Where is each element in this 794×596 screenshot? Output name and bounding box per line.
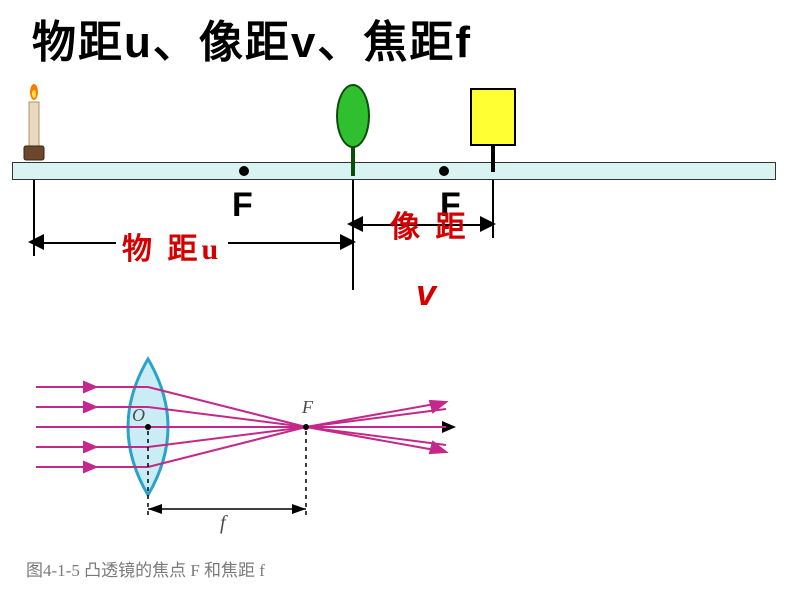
ray-group bbox=[36, 382, 446, 472]
optical-center-dot bbox=[145, 424, 151, 430]
label-O: O bbox=[132, 405, 145, 425]
arrowhead-icon bbox=[340, 234, 360, 250]
arrowhead-icon bbox=[292, 504, 306, 514]
arrowhead-icon bbox=[347, 216, 367, 232]
arrowhead-icon bbox=[148, 504, 162, 514]
optical-bench bbox=[12, 162, 776, 180]
image-distance-label: 像 距 bbox=[390, 202, 470, 246]
convex-lens bbox=[336, 84, 370, 148]
label-f: f bbox=[220, 512, 228, 534]
focal-point-right bbox=[439, 166, 449, 176]
candle-object bbox=[20, 84, 48, 162]
page-title: 物距u、像距v、焦距f bbox=[32, 6, 472, 70]
focal-point-left bbox=[239, 166, 249, 176]
image-screen bbox=[470, 88, 516, 146]
focal-point-dot bbox=[303, 424, 309, 430]
focal-length-figure: O F f bbox=[36, 322, 456, 552]
figure-caption: 图4-1-5 凸透镜的焦点 F 和焦距 f bbox=[26, 556, 265, 581]
optical-bench-diagram: F F 物 距u 像 距 v bbox=[0, 76, 794, 296]
image-distance-symbol: v bbox=[416, 272, 436, 314]
focal-label-left: F bbox=[232, 186, 253, 225]
object-distance-label: 物 距u bbox=[116, 224, 228, 268]
arrowhead-icon bbox=[480, 216, 500, 232]
arrowhead-icon bbox=[28, 234, 48, 250]
label-F: F bbox=[301, 397, 314, 417]
